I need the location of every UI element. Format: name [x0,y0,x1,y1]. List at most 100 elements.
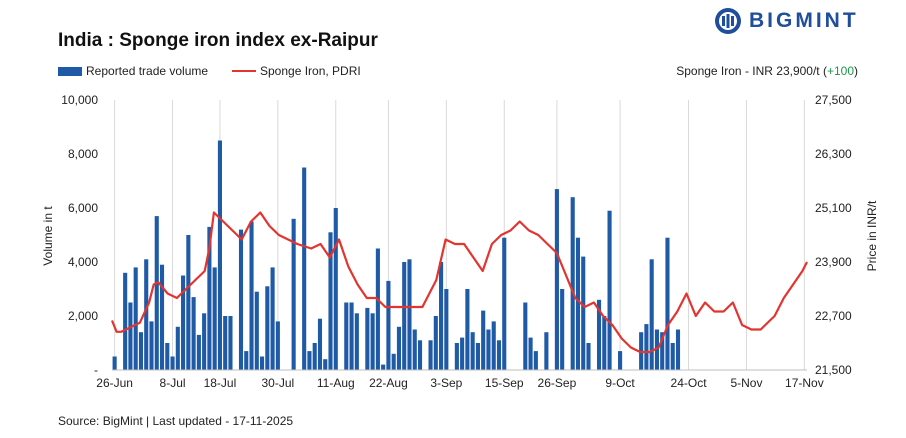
volume-bar [412,329,417,370]
bigmint-logo: BIGMINT [713,6,873,36]
x-tick-label: 17-Nov [785,376,824,390]
volume-bar [249,221,254,370]
volume-bar [433,316,438,370]
legend-price-label: Sponge Iron, PDRI [260,64,361,78]
volume-bar [217,140,222,370]
y-left-tick-label: 4,000 [68,255,98,269]
volume-bar [238,229,244,370]
volume-bar [481,310,486,370]
volume-bar [575,237,581,370]
volume-bar [465,289,470,370]
y-right-tick-label: 22,700 [815,309,852,323]
volume-bar [660,332,665,370]
volume-bar [460,337,465,370]
volume-bar [491,321,496,370]
volume-bar [138,332,144,370]
volume-bar [260,356,265,370]
x-tick-label: 5-Nov [730,376,762,390]
volume-bar [560,289,565,370]
price-change: +100 [826,64,854,78]
volume-bar [228,316,233,370]
x-tick-label: 3-Sep [430,376,462,390]
x-tick-label: 8-Jul [160,376,186,390]
volume-bar [270,267,275,370]
volume-bar [202,313,207,370]
source-note: Source: BigMint | Last updated - 17-11-2… [58,414,294,428]
volume-bar [475,343,480,370]
legend-volume-label: Reported trade volume [86,64,209,78]
x-tick-label: 24-Oct [671,376,708,390]
volume-bar [533,351,538,370]
volume-bar [602,316,607,370]
volume-bar [165,343,170,370]
volume-bar [444,289,449,370]
volume-bar [275,321,280,370]
volume-bar [323,359,328,370]
volume-bar [149,321,154,370]
volume-bar [618,351,623,370]
volume-bar [523,302,528,370]
volume-bar [402,262,407,370]
volume-bar [391,353,396,370]
volume-bar [375,248,380,370]
volume-bar [170,356,175,370]
price-note-suffix: ) [854,64,858,78]
volume-bar [154,216,159,370]
x-tick-label: 30-Jul [262,376,295,390]
y-axis-left: - 2,000 4,000 6,000 8,000 10,000 [61,93,98,377]
volume-bar [317,318,323,370]
x-tick-label: 9-Oct [605,376,635,390]
legend-volume: Reported trade volume [58,64,208,78]
y-left-tick-label: - [94,363,98,377]
volume-bar [381,364,386,370]
volume-bar [528,337,533,370]
y-right-tick-label: 27,500 [815,93,852,107]
volume-bar [123,272,128,370]
y-right-tick-label: 23,900 [815,255,852,269]
volume-bar [396,326,402,370]
volume-bar [212,267,217,370]
volume-bar [349,302,354,370]
y-right-tick-label: 26,300 [815,147,852,161]
x-tick-label: 11-Aug [317,376,355,390]
x-tick-label: 26-Jun [96,376,133,390]
y-right-tick-label: 21,500 [815,363,852,377]
volume-bar [186,235,191,370]
y-axis-right-title: Price in INR/t [865,200,879,271]
volume-bar [333,208,338,370]
volume-bar [644,324,649,370]
price-note-prefix: Sponge Iron - INR 23,900/t ( [676,64,827,78]
volume-bar [133,267,138,370]
volume-bar [159,264,165,370]
legend-bar-swatch [58,66,82,76]
volume-bar [196,334,201,370]
volume-bar [291,218,296,370]
volume-bar [428,340,433,370]
volume-bar [502,237,507,370]
volume-bar [570,197,575,370]
bigmint-logo-text: BIGMINT [749,9,859,32]
volume-bar [596,299,602,370]
volume-bar [181,275,186,370]
volume-bar [665,237,670,370]
volume-bar [607,210,612,370]
volume-bar [654,329,659,370]
y-left-tick-label: 6,000 [68,201,98,215]
y-left-tick-label: 10,000 [61,93,98,107]
y-axis-right: 21,500 22,700 23,900 25,100 26,300 27,500 [815,93,852,377]
price-line [110,211,808,354]
legend-line-swatch [232,70,256,72]
volume-bar [328,232,333,370]
volume-bar [496,340,502,370]
volume-bar [112,356,117,370]
volume-bar [581,256,586,370]
volume-bar [175,326,180,370]
volume-bar [370,313,375,370]
volume-bar [144,259,149,370]
volume-bar [544,332,549,370]
volume-bar [307,351,312,370]
price-note: Sponge Iron - INR 23,900/t (+100) [676,64,858,78]
x-tick-label: 26-Sep [538,376,577,390]
volume-bar [454,343,459,370]
